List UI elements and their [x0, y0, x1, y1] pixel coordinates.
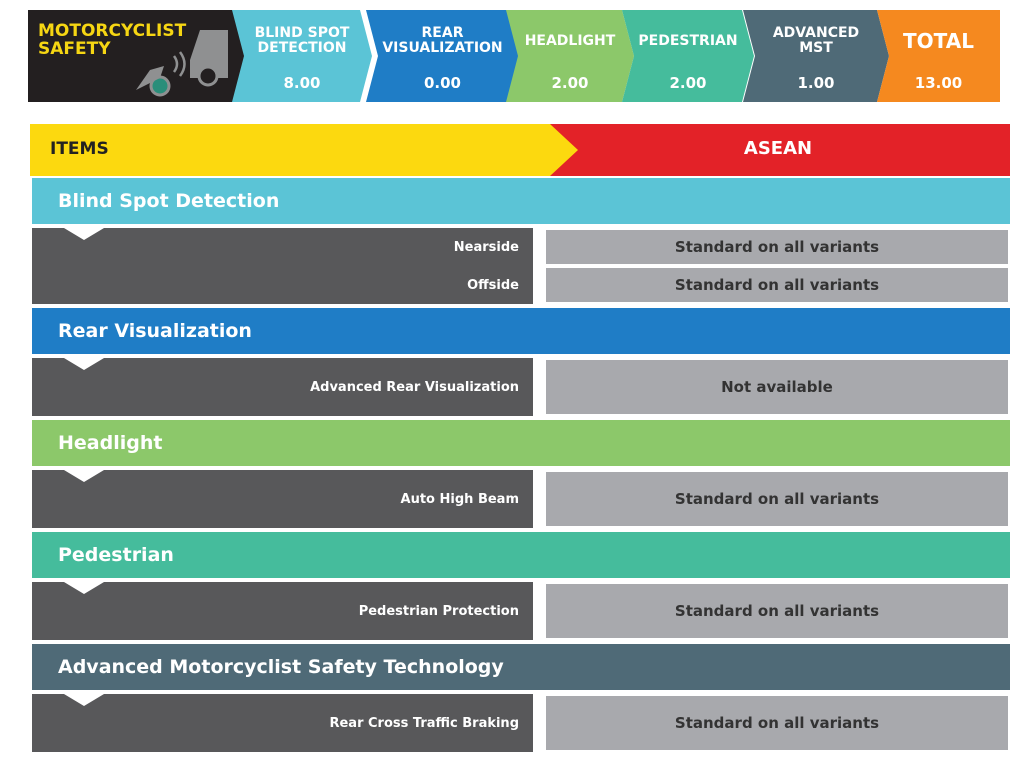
item-value: Standard on all variants	[546, 268, 1008, 302]
segment-label: TOTAL	[903, 28, 974, 53]
section-header: Pedestrian	[32, 532, 1010, 578]
item-value: Standard on all variants	[546, 696, 1008, 750]
signal	[172, 51, 186, 77]
score-segment: TOTAL 13.00	[877, 10, 1000, 102]
item-block: Nearside Offside	[32, 228, 533, 304]
items-column: ITEMS	[30, 124, 578, 176]
title-box: MOTORCYCLIST SAFETY	[28, 10, 246, 102]
segment-score: 1.00	[797, 74, 835, 92]
score-segment: PEDESTRIAN 2.00	[622, 10, 754, 102]
section-header: Blind Spot Detection	[32, 178, 1010, 224]
item-name: Offside	[467, 277, 519, 293]
item-block: Auto High Beam	[32, 470, 533, 528]
score-segment: REAR VISUALIZATION 0.00	[366, 10, 519, 102]
item-name: Pedestrian Protection	[358, 603, 519, 619]
item-block: Pedestrian Protection	[32, 582, 533, 640]
item-name: Advanced Rear Visualization	[310, 379, 519, 395]
section-header: Rear Visualization	[32, 308, 1010, 354]
segment-score: 0.00	[423, 74, 461, 92]
segment-label: ADVANCED MST	[772, 25, 860, 56]
score-segment: BLIND SPOT DETECTION 8.00	[232, 10, 372, 102]
item-value: Not available	[546, 360, 1008, 414]
item-block: Advanced Rear Visualization	[32, 358, 533, 416]
wheel	[197, 65, 219, 87]
segment-score: 2.00	[551, 74, 589, 92]
car-icon	[190, 30, 228, 78]
segment-score: 2.00	[669, 74, 707, 92]
item-name: Auto High Beam	[400, 491, 519, 507]
item-value: Standard on all variants	[546, 584, 1008, 638]
segment-label: PEDESTRIAN	[638, 32, 738, 49]
segment-label: BLIND SPOT DETECTION	[254, 25, 350, 56]
item-name: Rear Cross Traffic Braking	[329, 715, 519, 731]
score-segment: HEADLIGHT 2.00	[506, 10, 634, 102]
item-block: Rear Cross Traffic Braking	[32, 694, 533, 752]
segment-score: 8.00	[283, 74, 321, 92]
asean-label: ASEAN	[743, 138, 813, 159]
item-name: Nearside	[453, 239, 519, 255]
title: MOTORCYCLIST SAFETY	[38, 21, 187, 59]
section-header: Headlight	[32, 420, 1010, 466]
item-value: Standard on all variants	[546, 230, 1008, 264]
bike-icon	[136, 66, 164, 90]
segment-label: REAR VISUALIZATION	[382, 25, 503, 56]
item-value: Standard on all variants	[546, 472, 1008, 526]
score-segment: ADVANCED MST 1.00	[743, 10, 889, 102]
icon	[136, 30, 228, 97]
segment-label: HEADLIGHT	[524, 32, 616, 49]
segment-score: 13.00	[914, 74, 963, 92]
section-header: Advanced Motorcyclist Safety Technology	[32, 644, 1010, 690]
items-label: ITEMS	[50, 139, 109, 159]
